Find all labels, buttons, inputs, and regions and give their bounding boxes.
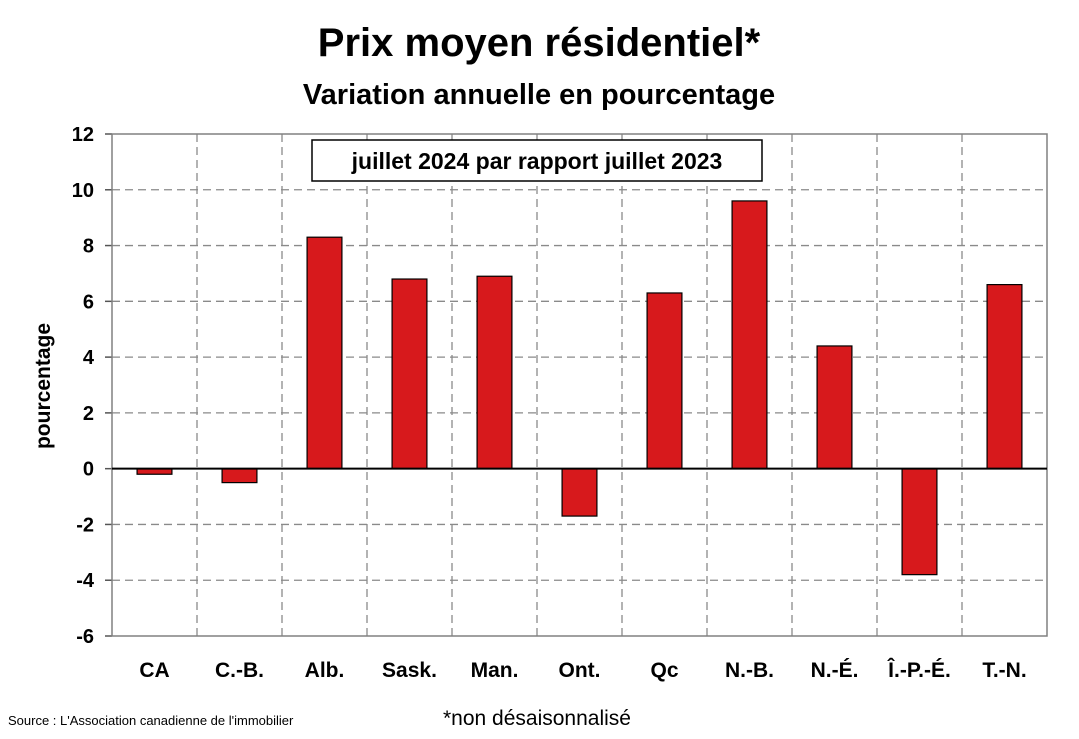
- bar: [391, 278, 428, 470]
- y-tick-label: -4: [76, 570, 95, 592]
- annotation-text: juillet 2024 par rapport juillet 2023: [351, 148, 723, 174]
- bar: [731, 200, 768, 470]
- x-tick-label: Qc: [650, 659, 678, 682]
- bar: [646, 292, 683, 470]
- x-tick-label: N.-B.: [725, 659, 774, 682]
- bar: [476, 275, 513, 470]
- x-tick-label: Man.: [471, 659, 519, 682]
- y-tick-label: 4: [83, 347, 95, 369]
- x-tick-label: Ont.: [559, 659, 601, 682]
- x-tick-label: C.-B.: [215, 659, 264, 682]
- bar: [986, 284, 1023, 470]
- y-tick-label: 2: [83, 403, 94, 425]
- chart-subtitle: Variation annuelle en pourcentage: [303, 79, 775, 111]
- y-tick-label: 10: [72, 180, 94, 202]
- y-tick-label: 12: [72, 124, 94, 146]
- chart-title: Prix moyen résidentiel*: [318, 21, 761, 65]
- bar: [816, 345, 853, 470]
- x-tick-label: N.-É.: [811, 659, 859, 682]
- x-tick-label: Alb.: [305, 659, 345, 682]
- plot-area: 12 10 8 6 4 2 0 -2 -4 -6 CA C.-B. Alb. Sask. Man. Ont. Q…: [72, 124, 1048, 682]
- y-tick-label: -6: [76, 626, 94, 648]
- source-note: Source : L'Association canadienne de l'i…: [8, 713, 294, 728]
- bar: [306, 236, 343, 470]
- x-tick-label: CA: [139, 659, 169, 682]
- bar: [901, 468, 938, 576]
- x-tick-label: Sask.: [382, 659, 437, 682]
- x-tick-label: Î.-P.-É.: [887, 658, 951, 682]
- plot-frame: [111, 133, 1048, 637]
- y-tick-label: 8: [83, 236, 94, 258]
- footnote: *non désaisonnalisé: [443, 707, 631, 730]
- bar: [561, 468, 598, 517]
- annotation-box: [311, 139, 763, 182]
- y-tick-label: 6: [83, 291, 94, 313]
- y-axis-label: pourcentage: [32, 323, 55, 449]
- x-tick-label: T.-N.: [982, 659, 1026, 682]
- y-tick-label: 0: [83, 459, 94, 481]
- y-tick-label: -2: [76, 514, 94, 536]
- bar: [221, 468, 258, 484]
